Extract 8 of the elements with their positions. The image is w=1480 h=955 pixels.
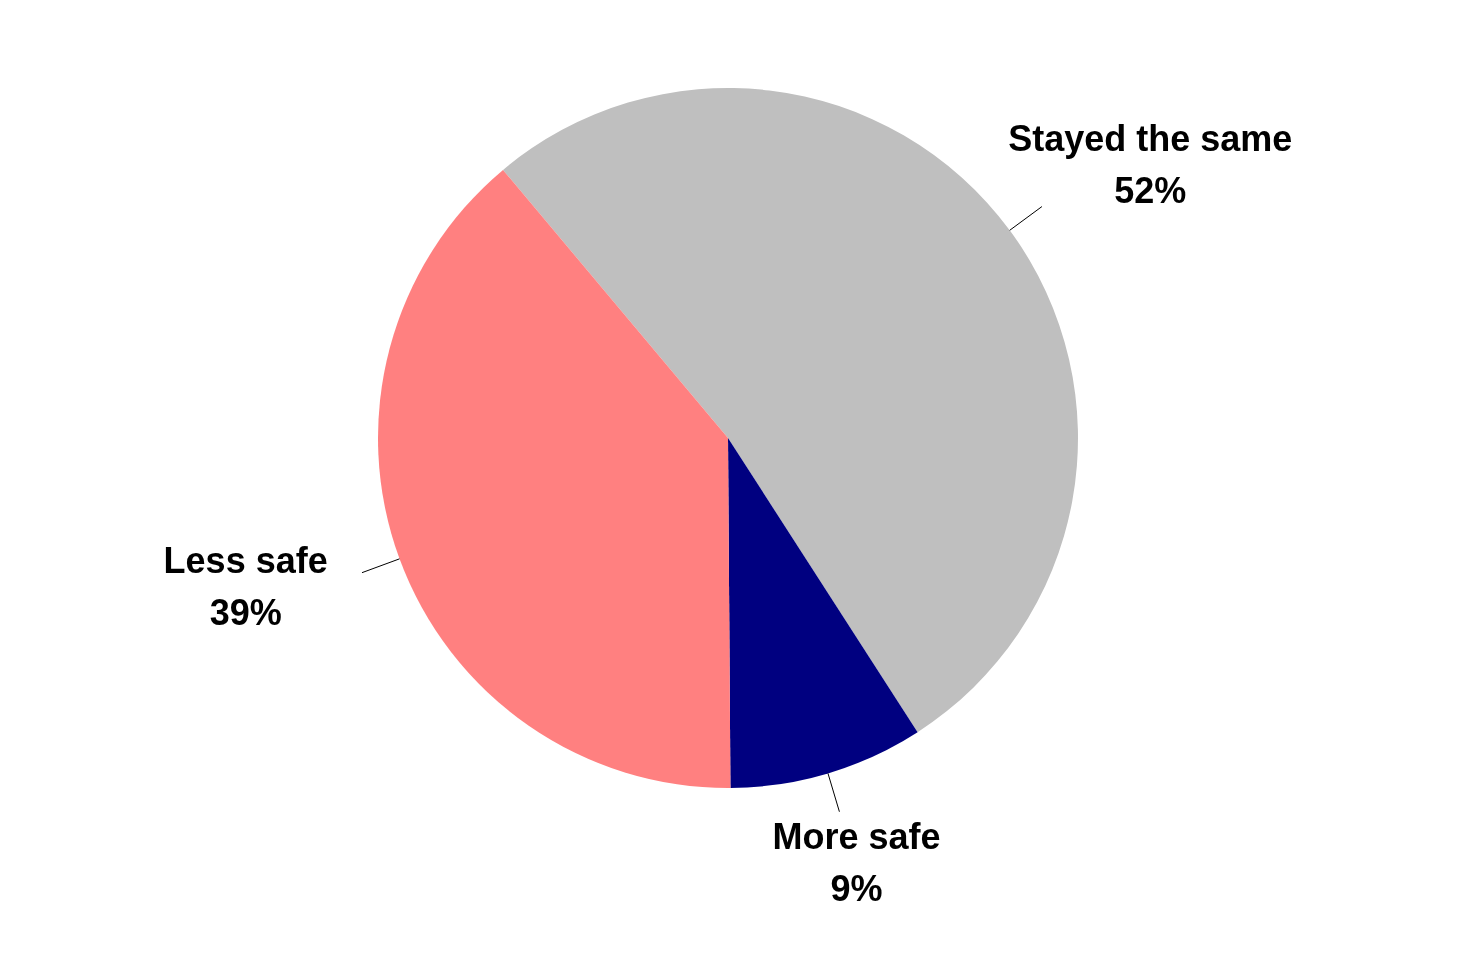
slice-label: Stayed the same: [1008, 117, 1293, 159]
pie-slice: [728, 438, 918, 788]
data-label: 9%: [830, 868, 883, 910]
pie-slice: [378, 169, 731, 788]
slice-label: More safe: [772, 816, 941, 858]
slice-label: Less safe: [163, 540, 328, 582]
data-label: 52%: [1114, 169, 1187, 211]
data-label: 39%: [209, 592, 282, 634]
